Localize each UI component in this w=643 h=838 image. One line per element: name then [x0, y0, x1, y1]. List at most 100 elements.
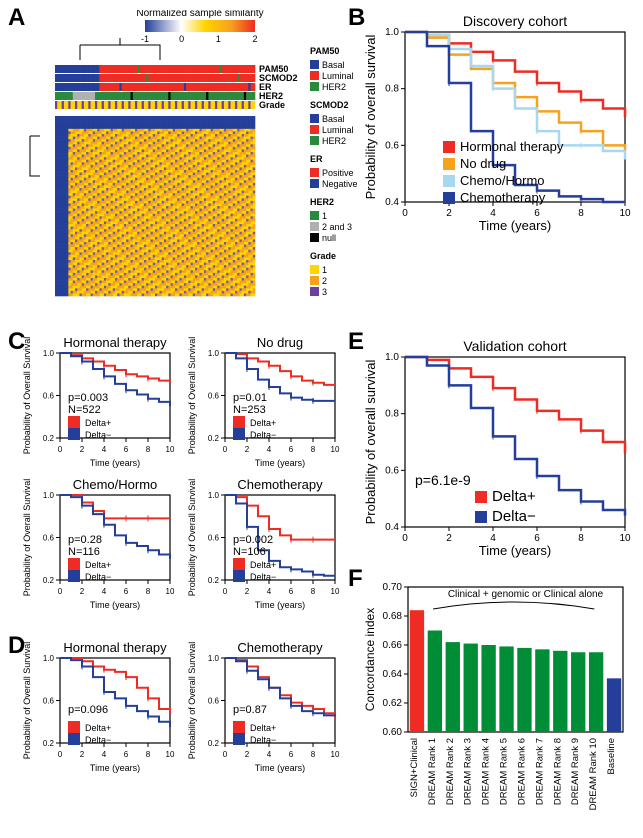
legend-swatch	[310, 125, 319, 134]
colorbar-tick: 2	[252, 34, 257, 44]
chart-title: Chemotherapy	[237, 477, 323, 492]
chart-title: Chemo/Hormo	[73, 477, 158, 492]
legend-swatch	[68, 428, 80, 440]
legend-label: Basal	[322, 60, 345, 70]
colorbar-tick: 1	[216, 34, 221, 44]
legend-swatch	[233, 416, 245, 428]
legend-swatch	[233, 733, 245, 745]
km-curve	[225, 495, 335, 540]
panel-A: Normalized sample similarity-1012PAM50SC…	[20, 10, 360, 320]
legend-swatch	[475, 491, 487, 503]
legend-title: ER	[310, 154, 323, 164]
bar	[535, 649, 549, 732]
panel-B: 02468100.40.60.81.0Time (years)Probabili…	[355, 10, 640, 245]
legend-label: HER2	[322, 136, 346, 146]
legend-swatch	[68, 570, 80, 582]
bar-label: DREAM Rank 10	[588, 738, 599, 810]
legend-swatch	[233, 721, 245, 733]
bar	[607, 678, 621, 732]
legend-label: Hormonal therapy	[460, 139, 564, 154]
y-axis-label: Probability of Overall Survival	[187, 337, 197, 455]
legend-swatch	[443, 158, 455, 170]
legend-swatch	[310, 179, 319, 188]
panel-F: 0.600.620.640.660.680.70Concordance inde…	[360, 575, 640, 835]
km-curve	[60, 495, 170, 518]
bar	[517, 648, 531, 732]
legend-label: 3	[322, 287, 327, 297]
legend-label: Delta−	[492, 508, 536, 525]
chart-title: Hormonal therapy	[63, 640, 167, 655]
p-value-text: p=0.28	[68, 534, 102, 546]
legend-title: HER2	[310, 197, 334, 207]
bar	[499, 646, 513, 732]
y-axis-label: Probability of Overall Survival	[22, 479, 32, 597]
colorbar-tick: 0	[179, 34, 184, 44]
panel-C: 02468100.20.61.0Time (years)Probability …	[20, 335, 350, 630]
legend-swatch	[68, 558, 80, 570]
bar-label: DREAM Rank 4	[481, 738, 492, 805]
legend-label: 1	[322, 265, 327, 275]
legend-label: Delta+	[85, 418, 111, 428]
bar-label: DREAM Rank 8	[552, 738, 563, 805]
legend-swatch	[443, 192, 455, 204]
legend-label: Basal	[322, 114, 345, 124]
legend-label: No drug	[460, 156, 506, 171]
legend-swatch	[310, 136, 319, 145]
chart-title: No drug	[257, 335, 303, 350]
legend-title: Grade	[310, 251, 336, 261]
legend-swatch	[68, 733, 80, 745]
y-axis-label: Probability of Overall Survival	[22, 337, 32, 455]
legend-swatch	[68, 416, 80, 428]
bar-label: Baseline	[606, 738, 617, 774]
x-axis-label: Time (years)	[90, 600, 140, 610]
y-axis-label: Probability of Overall Survival	[187, 642, 197, 760]
bar-label: DREAM Rank 1	[427, 738, 438, 805]
legend-swatch	[310, 114, 319, 123]
panel-D: 02468100.20.61.0Time (years)Probability …	[20, 640, 350, 830]
legend-swatch	[310, 168, 319, 177]
x-axis-label: Time (years)	[90, 458, 140, 468]
legend-label: Delta−	[250, 735, 276, 745]
bar	[589, 652, 603, 732]
p-value-text: p=6.1e-9	[415, 472, 471, 488]
legend-label: Positive	[322, 168, 354, 178]
annotation: Clinical + genomic or Clinical alone	[448, 589, 604, 600]
n-value-text: N=522	[68, 404, 101, 416]
bar-label: DREAM Rank 2	[445, 738, 456, 805]
n-value-text: N=116	[68, 546, 100, 558]
legend-label: Delta+	[85, 560, 111, 570]
legend-swatch	[475, 511, 487, 523]
colorbar-title: Normalized sample similarity	[136, 10, 263, 19]
legend-label: Negative	[322, 179, 358, 189]
legend-label: Luminal	[322, 71, 354, 81]
legend-swatch	[310, 276, 319, 285]
panel-E: 02468100.40.60.81.0Time (years)Probabili…	[355, 335, 640, 570]
legend-swatch	[310, 71, 319, 80]
bar-label: DREAM Rank 3	[463, 738, 474, 805]
legend-swatch	[310, 211, 319, 220]
legend-swatch	[233, 570, 245, 582]
legend-swatch	[310, 60, 319, 69]
km-curve	[60, 658, 170, 727]
bar-label: DREAM Rank 9	[570, 738, 581, 805]
figure-page: A B C D E F Normalized sample similarity…	[0, 0, 643, 838]
n-value-text: N=106	[233, 546, 266, 558]
chart-title: Discovery cohort	[463, 13, 567, 29]
chart-title: Hormonal therapy	[63, 335, 167, 350]
legend-swatch	[443, 141, 455, 153]
bar	[481, 645, 495, 732]
legend-swatch	[310, 265, 319, 274]
legend-swatch	[233, 428, 245, 440]
bar	[464, 644, 478, 732]
y-axis-label: Probability of overall survival	[363, 35, 378, 200]
bar-label: SIGN+Clinical	[409, 738, 420, 797]
p-value-text: p=0.003	[68, 392, 108, 404]
n-value-text: N=253	[233, 404, 266, 416]
p-value-text: p=0.096	[68, 704, 108, 716]
x-axis-label: Time (years)	[255, 600, 305, 610]
bar	[428, 631, 442, 733]
x-axis-label: Time (years)	[255, 763, 305, 773]
legend-label: null	[322, 233, 336, 243]
legend-label: 1	[322, 211, 327, 221]
x-axis-label: Time (years)	[479, 543, 551, 558]
